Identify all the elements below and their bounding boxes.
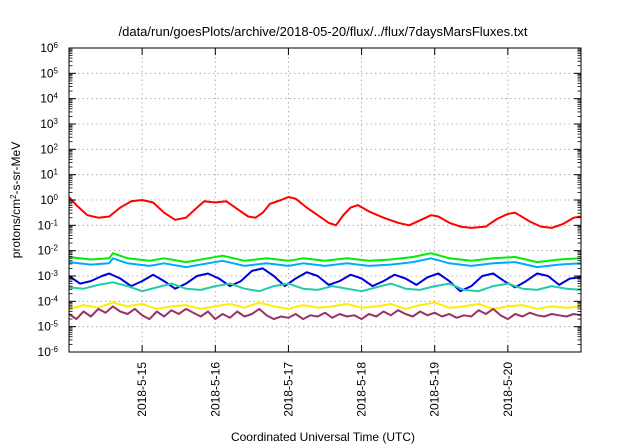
y-tick-exp: -4: [51, 294, 59, 303]
x-tick-label: 2018-5-16: [208, 362, 222, 417]
y-tick-label: 100: [40, 193, 58, 208]
y-tick-base: 10: [40, 193, 54, 207]
y-tick-exp: -6: [51, 345, 59, 354]
y-tick-exp: 1: [54, 167, 59, 176]
y-tick-base: 10: [40, 168, 54, 182]
series-line-6: [68, 301, 582, 310]
y-tick-label: 102: [40, 142, 58, 157]
y-tick-label: 10-5: [38, 319, 59, 334]
y-axis-label-sup: 2: [9, 194, 18, 199]
y-tick-base: 10: [38, 244, 52, 258]
y-tick-exp: 3: [54, 117, 59, 126]
y-tick-label: 10-2: [38, 243, 59, 258]
x-tick-label: 2018-5-18: [355, 362, 369, 417]
y-axis-label: protons/cm2-s-sr-MeV: [9, 142, 24, 258]
y-tick-base: 10: [40, 142, 54, 156]
y-tick-exp: 2: [54, 142, 59, 151]
y-tick-exp: 4: [54, 91, 59, 100]
y-tick-base: 10: [40, 92, 54, 106]
y-tick-label: 10-6: [38, 345, 59, 360]
y-tick-label: 106: [40, 41, 58, 56]
y-tick-label: 103: [40, 117, 58, 132]
y-tick-label: 105: [40, 66, 58, 81]
y-tick-exp: 0: [54, 193, 59, 202]
y-axis-label-post: -s-sr-MeV: [9, 142, 23, 195]
x-tick-label: 2018-5-17: [281, 362, 295, 417]
chart-title: /data/run/goesPlots/archive/2018-05-20/f…: [119, 24, 528, 39]
series-group: [68, 196, 582, 321]
y-tick-exp: 5: [54, 66, 59, 75]
y-axis-label-pre: protons/cm: [9, 199, 23, 258]
x-tick-label: 2018-5-19: [428, 362, 442, 417]
y-axis-ticks: 10-610-510-410-310-210-11001011021031041…: [38, 41, 581, 360]
y-tick-base: 10: [38, 269, 52, 283]
y-tick-base: 10: [38, 218, 52, 232]
y-tick-base: 10: [38, 294, 52, 308]
y-tick-label: 101: [40, 167, 58, 182]
y-tick-label: 104: [40, 91, 58, 106]
x-tick-label: 2018-5-20: [501, 362, 515, 417]
series-line-5: [68, 281, 582, 293]
y-tick-base: 10: [38, 345, 52, 359]
y-tick-base: 10: [40, 117, 54, 131]
x-axis-ticks: 2018-5-15 2018-5-16 2018-5-17 2018-5-18 2018…: [135, 48, 515, 417]
series-line-4: [68, 267, 582, 293]
y-tick-exp: -1: [51, 218, 59, 227]
y-tick-exp: -3: [51, 269, 59, 278]
y-tick-base: 10: [40, 41, 54, 55]
y-tick-exp: -5: [51, 319, 59, 328]
y-tick-base: 10: [38, 320, 52, 334]
x-axis-label: Coordinated Universal Time (UTC): [231, 430, 415, 444]
y-tick-base: 10: [40, 66, 54, 80]
y-tick-exp: 6: [54, 41, 59, 50]
y-tick-label: 10-3: [38, 269, 59, 284]
series-line-7: [68, 305, 582, 321]
series-line-3: [68, 257, 582, 269]
series-line-2: [68, 252, 582, 264]
grid-lines: [69, 48, 581, 352]
y-tick-exp: -2: [51, 243, 59, 252]
y-tick-label: 10-4: [38, 294, 59, 309]
series-line-1: [68, 196, 582, 229]
x-tick-label: 2018-5-15: [135, 362, 149, 417]
y-tick-label: 10-1: [38, 218, 59, 233]
